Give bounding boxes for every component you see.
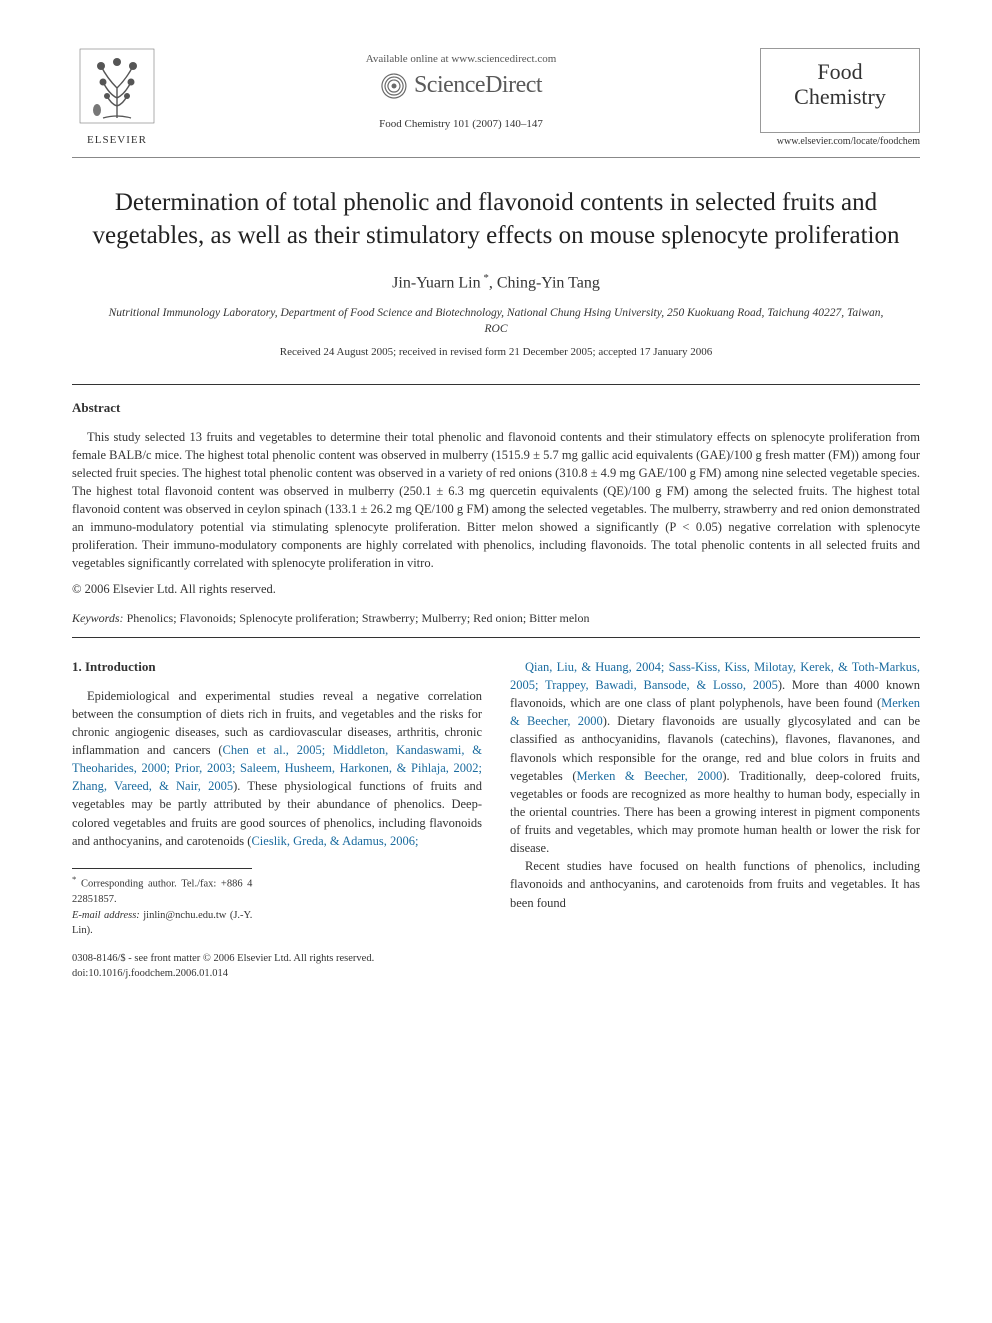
- authors: Jin-Yuarn Lin *, Ching-Yin Tang: [72, 271, 920, 295]
- header-rule: [72, 157, 920, 158]
- introduction-heading: 1. Introduction: [72, 658, 482, 677]
- intro-para-1-left: Epidemiological and experimental studies…: [72, 687, 482, 850]
- keywords-line: Keywords: Phenolics; Flavonoids; Splenoc…: [72, 610, 920, 627]
- journal-name: Food Chemistry: [767, 59, 913, 110]
- page-header: ELSEVIER Available online at www.science…: [72, 48, 920, 149]
- keywords-label: Keywords:: [72, 611, 124, 625]
- ref-link[interactable]: Cieslik, Greda, & Adamus, 2006;: [251, 834, 418, 848]
- abstract-top-rule: [72, 384, 920, 385]
- abstract-copyright: © 2006 Elsevier Ltd. All rights reserved…: [72, 581, 920, 599]
- publisher-label: ELSEVIER: [72, 133, 162, 148]
- ref-link[interactable]: Merken & Beecher, 2000: [576, 769, 722, 783]
- citation-line: Food Chemistry 101 (2007) 140–147: [162, 117, 760, 132]
- author-2: Ching-Yin Tang: [497, 274, 600, 291]
- intro-para-1-right: Qian, Liu, & Huang, 2004; Sass-Kiss, Kis…: [510, 658, 920, 857]
- publisher-logo-block: ELSEVIER: [72, 48, 162, 148]
- sciencedirect-text: ScienceDirect: [414, 69, 542, 103]
- article-title: Determination of total phenolic and flav…: [86, 186, 906, 254]
- affiliation: Nutritional Immunology Laboratory, Depar…: [106, 305, 886, 337]
- corresponding-author-note: * Corresponding author. Tel./fax: +886 4…: [72, 873, 252, 907]
- abstract-heading: Abstract: [72, 399, 920, 417]
- column-right: Qian, Liu, & Huang, 2004; Sass-Kiss, Kis…: [510, 658, 920, 938]
- elsevier-tree-icon: [79, 48, 155, 124]
- body-columns: 1. Introduction Epidemiological and expe…: [72, 658, 920, 938]
- author-separator: ,: [489, 274, 497, 291]
- keywords-text: Phenolics; Flavonoids; Splenocyte prolif…: [124, 611, 590, 625]
- issn-line: 0308-8146/$ - see front matter © 2006 El…: [72, 952, 920, 967]
- doi-line: doi:10.1016/j.foodchem.2006.01.014: [72, 967, 920, 982]
- abstract-body: This study selected 13 fruits and vegeta…: [72, 428, 920, 573]
- email-address[interactable]: jinlin@nchu.edu.tw: [140, 910, 230, 921]
- intro-para-2-right: Recent studies have focused on health fu…: [510, 857, 920, 911]
- journal-url: www.elsevier.com/locate/foodchem: [760, 135, 920, 149]
- center-header: Available online at www.sciencedirect.co…: [162, 48, 760, 132]
- author-1: Jin-Yuarn Lin: [392, 274, 480, 291]
- footnotes: * Corresponding author. Tel./fax: +886 4…: [72, 868, 252, 938]
- column-left: 1. Introduction Epidemiological and expe…: [72, 658, 482, 938]
- bottom-matter: 0308-8146/$ - see front matter © 2006 El…: [72, 952, 920, 981]
- corresponding-mark: *: [481, 272, 489, 284]
- article-dates: Received 24 August 2005; received in rev…: [72, 345, 920, 360]
- email-label: E-mail address:: [72, 910, 140, 921]
- journal-name-line1: Food: [817, 59, 862, 84]
- email-line: E-mail address: jinlin@nchu.edu.tw (J.-Y…: [72, 908, 252, 938]
- journal-name-line2: Chemistry: [794, 84, 886, 109]
- available-online-text: Available online at www.sciencedirect.co…: [162, 52, 760, 67]
- journal-title-box: Food Chemistry: [760, 48, 920, 133]
- sciencedirect-swirl-icon: [380, 72, 408, 100]
- journal-box-wrapper: Food Chemistry www.elsevier.com/locate/f…: [760, 48, 920, 149]
- abstract-bottom-rule: [72, 637, 920, 638]
- sciencedirect-logo: ScienceDirect: [380, 69, 542, 103]
